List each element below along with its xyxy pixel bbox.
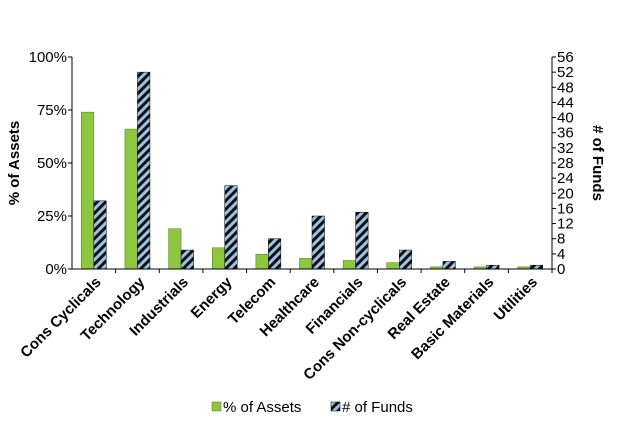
bar-funds-0 xyxy=(93,200,107,270)
category-labels: Cons CyclicalsTechnologyIndustrialsEnerg… xyxy=(17,273,541,383)
bar-assets-2 xyxy=(168,228,182,270)
category-label: Utilities xyxy=(491,274,541,324)
bar-assets-7 xyxy=(386,262,400,270)
bar-assets-1 xyxy=(124,128,138,270)
right-tick-label: 40 xyxy=(557,110,574,127)
y-axis-title: % of Assets xyxy=(6,121,23,205)
bar-funds-8 xyxy=(442,261,456,270)
bar-funds-2 xyxy=(180,249,194,270)
bar-funds-1 xyxy=(137,71,151,270)
bars-group xyxy=(81,71,553,273)
bar-funds-9 xyxy=(486,264,500,270)
right-tick-label: 20 xyxy=(557,185,574,202)
right-tick-label: 48 xyxy=(557,79,574,96)
bar-assets-3 xyxy=(211,247,225,270)
right-tick-label: 12 xyxy=(557,216,574,233)
right-tick-label: 32 xyxy=(557,140,574,157)
legend-label-assets: % of Assets xyxy=(223,399,301,416)
right-tick-label: 4 xyxy=(557,246,565,263)
legend-label-funds: # of Funds xyxy=(342,399,413,416)
legend-swatch-funds xyxy=(330,401,341,412)
y2-axis-title: # of Funds xyxy=(589,125,606,201)
bar-funds-4 xyxy=(268,238,282,270)
bar-assets-4 xyxy=(255,253,269,270)
bar-funds-6 xyxy=(355,211,369,270)
bar-funds-3 xyxy=(224,185,238,270)
bar-assets-5 xyxy=(299,258,313,270)
right-tick-label: 52 xyxy=(557,64,574,81)
bar-funds-7 xyxy=(399,249,413,270)
left-tick-label: 100% xyxy=(29,49,67,66)
category-label: Basic Materials xyxy=(408,274,497,363)
right-tick-label: 0 xyxy=(557,261,565,278)
legend-swatch-assets xyxy=(211,401,222,412)
right-tick-label: 36 xyxy=(557,125,574,142)
left-tick-label: 0% xyxy=(45,261,67,278)
right-tick-label: 28 xyxy=(557,155,574,172)
right-tick-label: 16 xyxy=(557,200,574,217)
left-tick-labels: 0% 25% 50% 75% 100% xyxy=(29,49,72,278)
bar-assets-0 xyxy=(81,111,95,270)
bar-funds-5 xyxy=(311,215,325,270)
legend: % of Assets # of Funds xyxy=(211,399,413,416)
bar-assets-6 xyxy=(342,260,356,270)
right-tick-label: 56 xyxy=(557,49,574,66)
left-tick-label: 25% xyxy=(37,208,67,225)
right-tick-label: 8 xyxy=(557,231,565,248)
left-tick-label: 50% xyxy=(37,155,67,172)
left-tick-label: 75% xyxy=(37,102,67,119)
right-tick-label: 24 xyxy=(557,170,574,187)
bar-funds-10 xyxy=(529,264,543,270)
right-tick-label: 44 xyxy=(557,94,574,111)
